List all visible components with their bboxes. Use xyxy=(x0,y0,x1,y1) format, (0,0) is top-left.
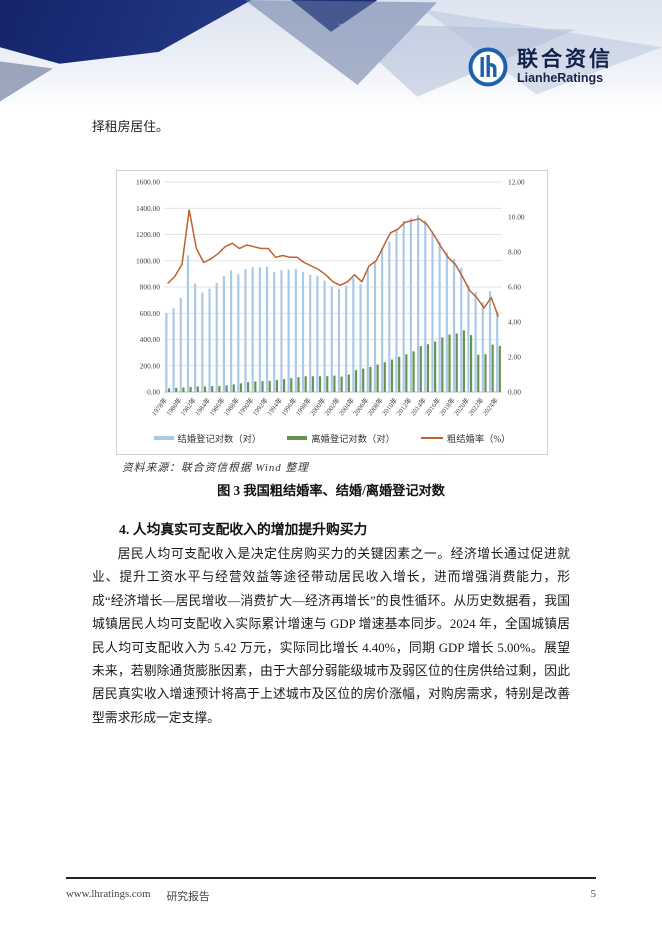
brand-logo: 联合资信 LianheRatings xyxy=(467,46,613,88)
page-number: 5 xyxy=(590,888,596,900)
svg-text:2024年: 2024年 xyxy=(480,396,500,418)
svg-text:200.00: 200.00 xyxy=(140,361,161,370)
brand-name-cn: 联合资信 xyxy=(517,47,613,71)
body-paragraph: 居民人均可支配收入是决定住房购买力的关键因素之一。经济增长通过促进就业、提升工资… xyxy=(92,547,570,725)
svg-text:1600.00: 1600.00 xyxy=(136,178,160,187)
legend-swatch-bar xyxy=(153,435,174,441)
svg-text:800.00: 800.00 xyxy=(140,283,161,292)
legend-swatch-bar xyxy=(287,435,308,441)
svg-text:400.00: 400.00 xyxy=(140,335,161,344)
combo-chart: 0.00 200.00 400.00 600.00 800.00 1000.00 1200.… xyxy=(117,173,547,430)
page-header: 联合资信 LianheRatings xyxy=(0,0,662,118)
legend-item: 结婚登记对数（对） xyxy=(153,431,262,445)
legend-label: 结婚登记对数（对） xyxy=(177,435,262,445)
footer-doc-type: 研究报告 xyxy=(166,891,210,903)
legend-label: 粗结婚率（%） xyxy=(446,435,511,445)
svg-text:1400.00: 1400.00 xyxy=(136,204,160,213)
section-heading: 4. 人均真实可支配收入的增加提升购买力 xyxy=(119,522,368,537)
svg-text:1200.00: 1200.00 xyxy=(136,230,160,239)
footer-website: www.lhratings.com xyxy=(66,888,151,900)
svg-text:10.00: 10.00 xyxy=(508,213,525,222)
figure-caption: 图 3 我国粗结婚率、结婚/离婚登记对数 xyxy=(217,483,445,498)
svg-text:600.00: 600.00 xyxy=(140,309,161,318)
legend-item: 离婚登记对数（对） xyxy=(287,431,395,445)
legend-label: 离婚登记对数（对） xyxy=(311,435,395,445)
brand-name-en: LianheRatings xyxy=(517,70,604,85)
lianhe-logo-icon xyxy=(468,47,508,87)
page-footer: www.lhratings.com 研究报告 5 xyxy=(66,877,596,904)
legend-item: 粗结婚率（%） xyxy=(420,431,511,445)
svg-text:0.00: 0.00 xyxy=(508,388,521,397)
legend-swatch-line xyxy=(420,437,443,439)
svg-text:6.00: 6.00 xyxy=(508,283,521,292)
paragraph-continuation: 择租房居住。 xyxy=(92,120,169,134)
svg-text:0.00: 0.00 xyxy=(147,388,160,397)
svg-text:2.00: 2.00 xyxy=(508,353,521,362)
svg-text:4.00: 4.00 xyxy=(508,318,521,327)
svg-text:8.00: 8.00 xyxy=(508,248,521,257)
source-note: 资料来源：联合资信根据 Wind 整理 xyxy=(122,462,309,474)
figure-chart: 0.00 200.00 400.00 600.00 800.00 1000.00 1200.… xyxy=(116,170,548,455)
svg-text:12.00: 12.00 xyxy=(508,178,525,187)
chart-legend: 结婚登记对数（对） 离婚登记对数（对） 粗结婚率（%） xyxy=(117,431,547,445)
svg-text:1000.00: 1000.00 xyxy=(136,256,160,265)
